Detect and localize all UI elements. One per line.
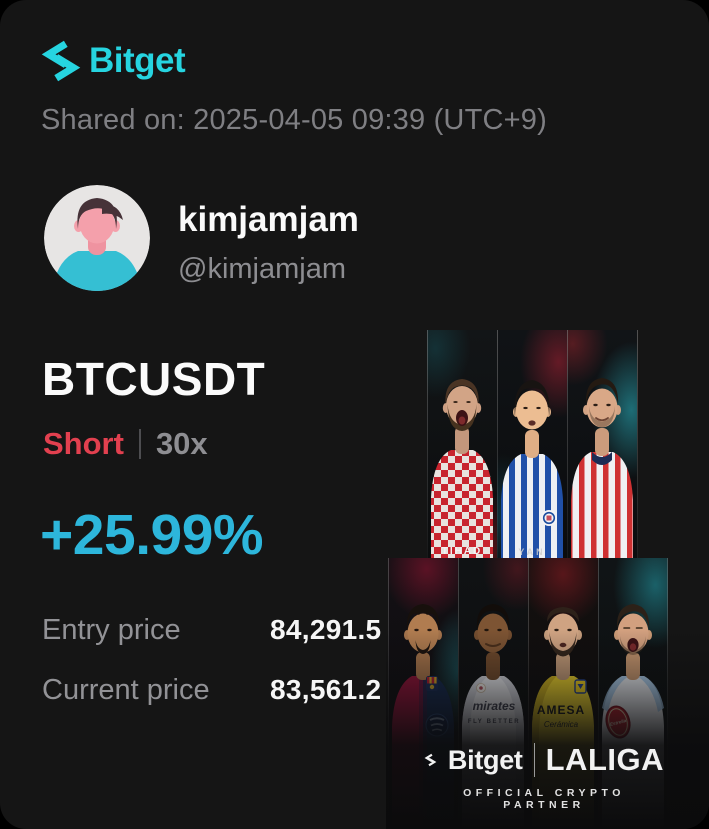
player-sociedad: YAN	[501, 380, 563, 558]
bitget-partner-icon	[424, 753, 437, 767]
entry-price-value: 84,291.5	[270, 614, 382, 645]
current-price-value: 83,561.2	[270, 674, 382, 705]
laliga-logo-text: LALIGA	[545, 742, 664, 777]
leverage: 30x	[155, 426, 208, 461]
bitget-logo-text: Bitget	[89, 41, 186, 80]
bitget-logo-icon	[41, 40, 81, 82]
strip-divider	[497, 330, 498, 558]
player-panel-sociedad: YAN	[497, 330, 567, 558]
entry-price-row: Entry price 84,291.5	[42, 614, 402, 647]
entry-price-label: Entry price	[42, 614, 181, 646]
sociedad-board-text: YAN	[518, 547, 545, 557]
current-price-label: Current price	[42, 674, 210, 706]
position-side: Short	[43, 426, 124, 461]
partner-lockup: Bitget LALIGA OFFICIAL CRYPTO PARTNER	[424, 742, 664, 811]
divider	[138, 429, 141, 459]
player-girona: TIHAD	[431, 379, 493, 558]
partner-tagline: OFFICIAL CRYPTO PARTNER	[463, 787, 625, 811]
player-panel-girona: TIHAD	[427, 330, 497, 558]
girona-sponsor-text: TIHAD	[442, 546, 483, 557]
user-name: kimjamjam	[178, 200, 359, 239]
partner-bitget-text: Bitget	[447, 744, 523, 775]
avatar	[44, 185, 150, 291]
laliga-players-montage: TIHAD YAN	[386, 330, 709, 829]
strip-divider	[427, 330, 428, 558]
user-handle: @kimjamjam	[178, 253, 346, 285]
player-atletico	[571, 378, 633, 558]
montage-bottom-fade	[386, 630, 709, 829]
side-leverage-row: Short 30x	[43, 426, 208, 462]
strip-divider	[567, 330, 568, 558]
bitget-logo: Bitget	[40, 40, 186, 82]
roi-percent: +25.99%	[40, 503, 264, 567]
lockup-divider	[533, 743, 535, 777]
strip-divider	[637, 330, 638, 558]
trading-pair: BTCUSDT	[42, 353, 266, 405]
current-price-row: Current price 83,561.2	[42, 674, 402, 707]
player-panel-atletico	[567, 330, 637, 558]
shared-on-timestamp: Shared on: 2025-04-05 09:39 (UTC+9)	[41, 104, 547, 136]
